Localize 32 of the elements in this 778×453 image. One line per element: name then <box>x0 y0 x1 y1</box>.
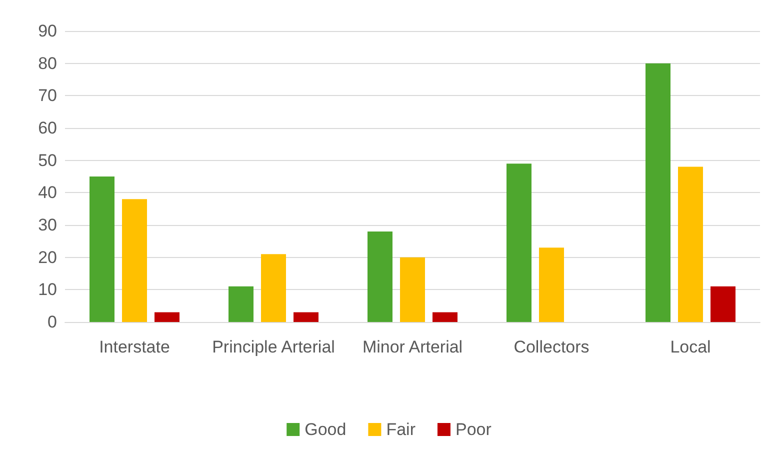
y-tick-label: 20 <box>38 248 57 267</box>
y-tick-label: 60 <box>38 118 57 138</box>
x-tick-label: Interstate <box>99 338 170 356</box>
bar <box>90 176 114 322</box>
bar <box>400 257 425 322</box>
bar <box>122 199 147 322</box>
bar <box>368 231 392 322</box>
legend-label: Fair <box>386 420 416 439</box>
bar <box>154 312 180 322</box>
bar <box>294 312 318 322</box>
bar <box>506 164 532 322</box>
y-tick-label: 40 <box>38 183 57 202</box>
x-tick-label: Collectors <box>514 338 590 356</box>
bar <box>710 286 736 322</box>
y-tick-label: 0 <box>48 312 57 332</box>
x-tick-label: Minor Arterial <box>362 338 463 356</box>
bar <box>261 254 286 322</box>
bar <box>678 166 703 322</box>
bar <box>646 63 670 322</box>
y-tick-label: 80 <box>38 54 57 73</box>
bar <box>228 286 254 322</box>
y-tick-label: 50 <box>38 150 57 170</box>
legend-label: Good <box>304 420 346 439</box>
y-tick-label: 70 <box>38 86 57 106</box>
x-tick-label: Principle Arterial <box>212 338 335 356</box>
y-tick-label: 30 <box>38 216 57 234</box>
y-tick-label: 90 <box>38 22 57 40</box>
legend-label: Poor <box>455 420 492 439</box>
y-tick-label: 10 <box>38 280 57 300</box>
x-tick-label: Local <box>670 338 711 356</box>
bar <box>539 248 564 322</box>
bar <box>432 312 458 322</box>
